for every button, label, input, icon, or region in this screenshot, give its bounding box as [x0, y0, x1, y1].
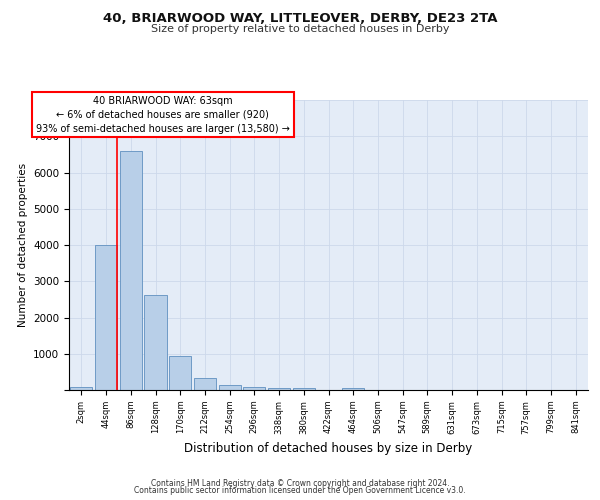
Bar — [119, 151, 142, 390]
Bar — [169, 356, 191, 390]
Bar — [342, 388, 364, 390]
Text: 40, BRIARWOOD WAY, LITTLEOVER, DERBY, DE23 2TA: 40, BRIARWOOD WAY, LITTLEOVER, DERBY, DE… — [103, 12, 497, 26]
Bar — [70, 387, 92, 390]
X-axis label: Distribution of detached houses by size in Derby: Distribution of detached houses by size … — [184, 442, 473, 455]
Bar — [95, 245, 117, 390]
Bar — [194, 378, 216, 390]
Text: Contains public sector information licensed under the Open Government Licence v3: Contains public sector information licen… — [134, 486, 466, 495]
Bar — [243, 386, 265, 390]
Bar — [218, 385, 241, 390]
Text: 40 BRIARWOOD WAY: 63sqm
← 6% of detached houses are smaller (920)
93% of semi-de: 40 BRIARWOOD WAY: 63sqm ← 6% of detached… — [36, 96, 290, 134]
Bar — [293, 388, 315, 390]
Text: Contains HM Land Registry data © Crown copyright and database right 2024.: Contains HM Land Registry data © Crown c… — [151, 478, 449, 488]
Bar — [268, 388, 290, 390]
Y-axis label: Number of detached properties: Number of detached properties — [17, 163, 28, 327]
Text: Size of property relative to detached houses in Derby: Size of property relative to detached ho… — [151, 24, 449, 34]
Bar — [145, 295, 167, 390]
